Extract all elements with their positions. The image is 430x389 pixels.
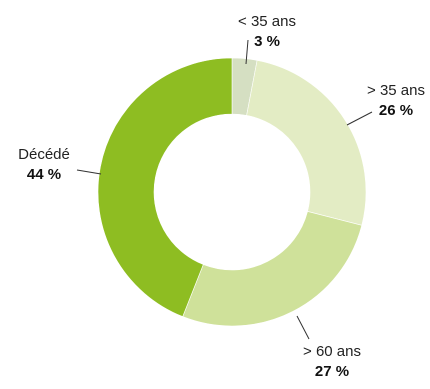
slice-value-60-ans: 27 % (315, 363, 349, 380)
slice-labels: < 35 ans 3 % > 35 ans 26 % > 60 ans 27 % Décéd… (18, 13, 425, 380)
slice-label-60-ans: > 60 ans (303, 343, 361, 360)
slice-label-d-c-d: Décédé (18, 146, 70, 163)
leader-line-35-ans (245, 39, 249, 65)
slice-value-35-ans: 26 % (379, 102, 413, 119)
slice-d-c-d (97, 57, 233, 317)
leader-line-d-c-d (76, 169, 102, 175)
slice-label-35-ans: > 35 ans (367, 82, 425, 99)
leader-lines (76, 39, 373, 340)
slice-label-35-ans: < 35 ans (238, 13, 296, 30)
slice-value-d-c-d: 44 % (27, 166, 61, 183)
slice-60-ans (182, 211, 363, 327)
slice-35-ans (246, 60, 367, 226)
leader-line-35-ans (346, 111, 373, 126)
leader-line-60-ans (296, 315, 310, 340)
donut-slices (97, 57, 367, 327)
slice-value-35-ans: 3 % (254, 33, 280, 50)
